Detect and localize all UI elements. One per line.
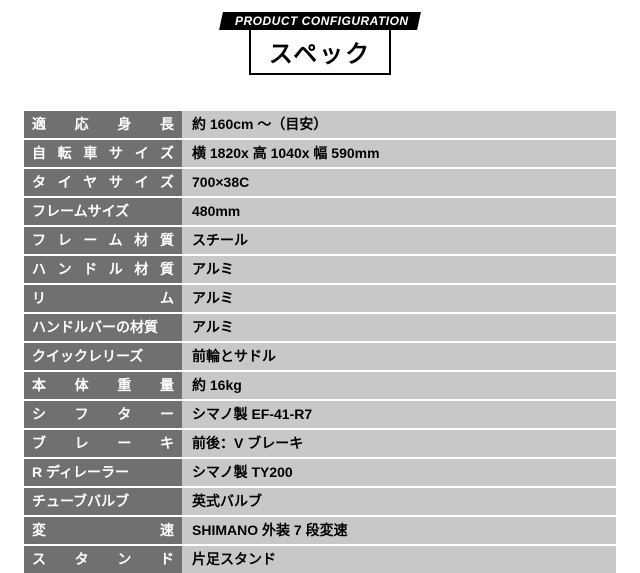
spec-label: 自転車サイズ xyxy=(24,140,182,167)
spec-row: 適応身長約 160cm ～（目安） xyxy=(24,111,616,138)
spec-label: シフター xyxy=(24,401,182,428)
spec-value: スチール xyxy=(182,227,616,254)
spec-label: スタンド xyxy=(24,546,182,573)
spec-value: 約 16kg xyxy=(182,372,616,399)
spec-value: 前輪とサドル xyxy=(182,343,616,370)
spec-label: 変速 xyxy=(24,517,182,544)
spec-label: リム xyxy=(24,285,182,312)
spec-row: シフターシマノ製 EF-41-R7 xyxy=(24,401,616,428)
spec-label: ハンドルバーの材質 xyxy=(24,314,182,341)
spec-label: ブレーキ xyxy=(24,430,182,457)
spec-row: R ディレーラーシマノ製 TY200 xyxy=(24,459,616,486)
spec-row: リムアルミ xyxy=(24,285,616,312)
spec-label: フレームサイズ xyxy=(24,198,182,225)
spec-value: アルミ xyxy=(182,285,616,312)
spec-label: R ディレーラー xyxy=(24,459,182,486)
spec-row: タイヤサイズ700×38C xyxy=(24,169,616,196)
spec-value: 約 160cm ～（目安） xyxy=(182,111,616,138)
spec-label: フレーム材質 xyxy=(24,227,182,254)
spec-row: ハンドルバーの材質アルミ xyxy=(24,314,616,341)
spec-value: 英式バルブ xyxy=(182,488,616,515)
spec-value: 前後：V ブレーキ xyxy=(182,430,616,457)
spec-value: シマノ製 EF-41-R7 xyxy=(182,401,616,428)
spec-row: クイックレリーズ前輪とサドル xyxy=(24,343,616,370)
spec-row: フレームサイズ480mm xyxy=(24,198,616,225)
spec-value: アルミ xyxy=(182,314,616,341)
spec-value: 700×38C xyxy=(182,169,616,196)
spec-label: チューブバルブ xyxy=(24,488,182,515)
spec-value: 横 1820x 高 1040x 幅 590mm xyxy=(182,140,616,167)
spec-label: タイヤサイズ xyxy=(24,169,182,196)
spec-row: スタンド片足スタンド xyxy=(24,546,616,573)
spec-row: フレーム材質スチール xyxy=(24,227,616,254)
spec-row: 本体重量約 16kg xyxy=(24,372,616,399)
spec-label: 本体重量 xyxy=(24,372,182,399)
spec-value: 480mm xyxy=(182,198,616,225)
header: PRODUCT CONFIGURATION スペック xyxy=(0,0,640,75)
spec-value: シマノ製 TY200 xyxy=(182,459,616,486)
spec-row: 自転車サイズ横 1820x 高 1040x 幅 590mm xyxy=(24,140,616,167)
spec-row: ハンドル材質アルミ xyxy=(24,256,616,283)
spec-value: アルミ xyxy=(182,256,616,283)
spec-row: ブレーキ前後：V ブレーキ xyxy=(24,430,616,457)
spec-row: 変速SHIMANO 外装 7 段変速 xyxy=(24,517,616,544)
config-badge-text: PRODUCT CONFIGURATION xyxy=(235,14,409,28)
spec-table: 適応身長約 160cm ～（目安）自転車サイズ横 1820x 高 1040x 幅… xyxy=(24,111,616,573)
spec-label: クイックレリーズ xyxy=(24,343,182,370)
spec-row: チューブバルブ英式バルブ xyxy=(24,488,616,515)
spec-title: スペック xyxy=(249,28,391,75)
spec-label: ハンドル材質 xyxy=(24,256,182,283)
spec-label: 適応身長 xyxy=(24,111,182,138)
spec-title-wrap: スペック xyxy=(0,28,640,75)
config-badge: PRODUCT CONFIGURATION xyxy=(219,12,420,30)
spec-value: SHIMANO 外装 7 段変速 xyxy=(182,517,616,544)
spec-value: 片足スタンド xyxy=(182,546,616,573)
